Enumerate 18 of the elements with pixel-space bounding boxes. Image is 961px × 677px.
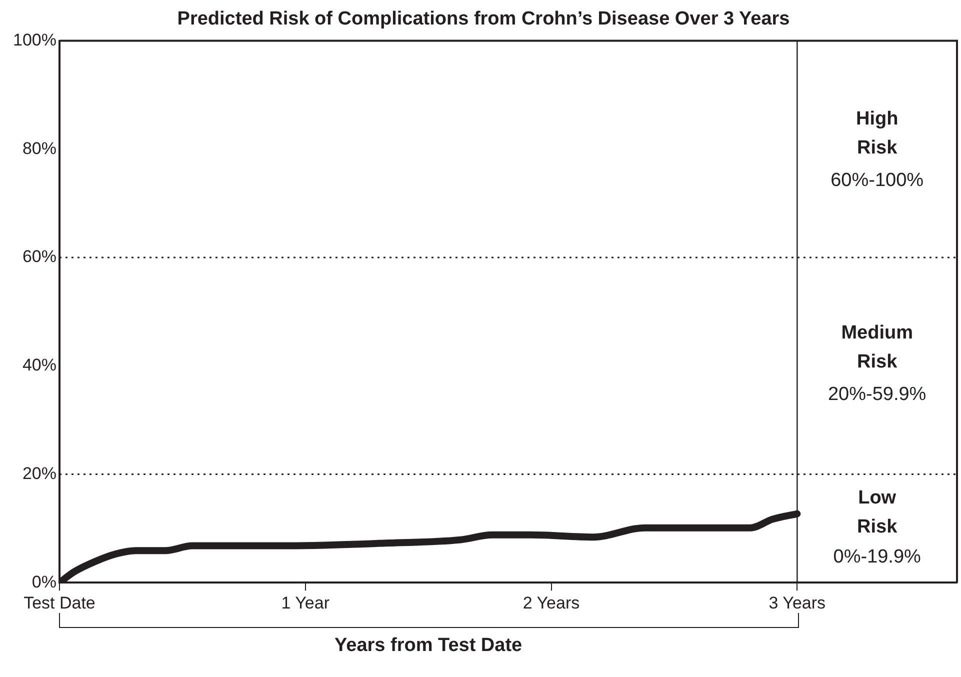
x-axis-title: Years from Test Date: [334, 634, 524, 657]
annotation: High Risk: [856, 108, 898, 159]
y-tick-label: 0%: [32, 572, 56, 592]
y-tick-label: 20%: [22, 464, 56, 483]
annotation: Medium Risk: [841, 322, 913, 373]
annotation: 60%-100%: [830, 170, 924, 191]
x-tick-label: Test Date: [24, 593, 96, 612]
x-tick-label: 2 Years: [522, 593, 580, 612]
chart-title: Predicted Risk of Complications from Crohn’s Disease Over 3 Years: [177, 8, 790, 30]
annotation: 0%-19.9%: [833, 546, 922, 568]
annotation: 20%-59.9%: [828, 384, 926, 405]
y-tick-label: 100%: [12, 30, 56, 50]
y-tick-label: 80%: [22, 138, 56, 158]
y-tick-label: 40%: [22, 356, 56, 375]
x-tick-label: 1 Year: [281, 593, 330, 612]
annotation: Low Risk: [857, 487, 898, 538]
x-tick-label: 3 Years: [768, 593, 826, 612]
y-tick-label: 60%: [22, 247, 56, 266]
